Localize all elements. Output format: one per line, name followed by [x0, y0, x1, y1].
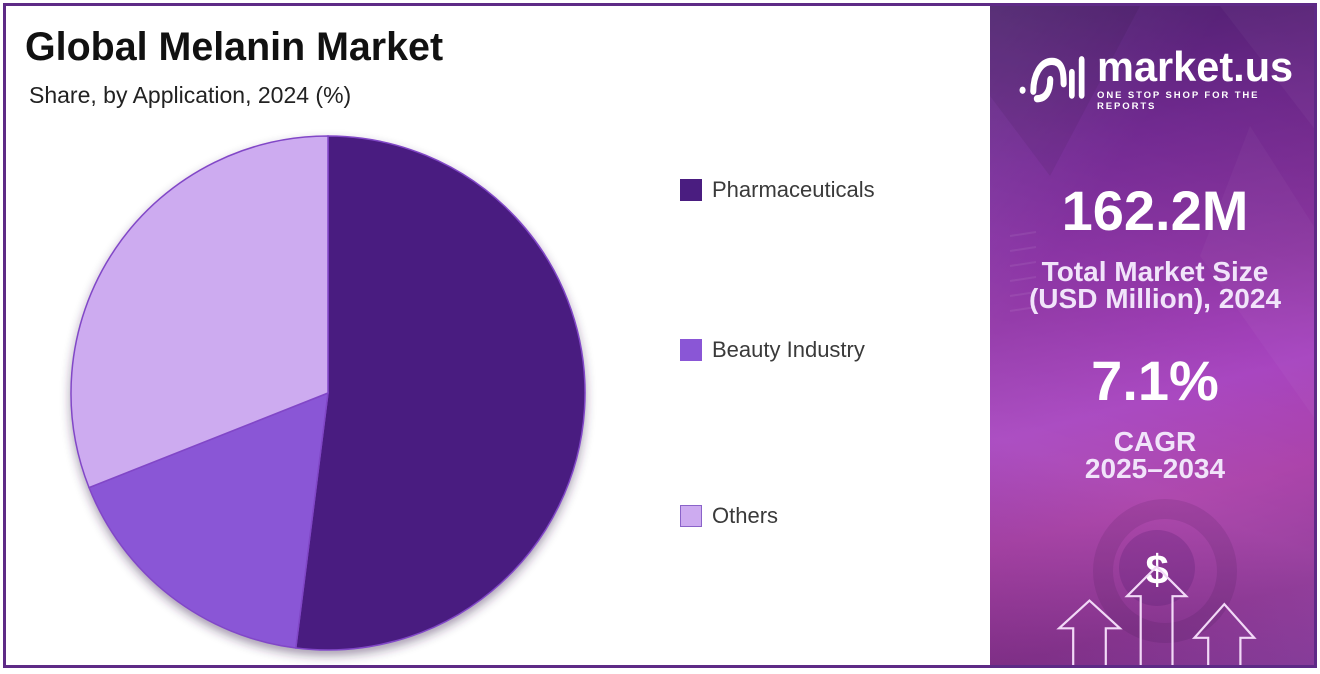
svg-text:$: $ [1145, 546, 1168, 593]
